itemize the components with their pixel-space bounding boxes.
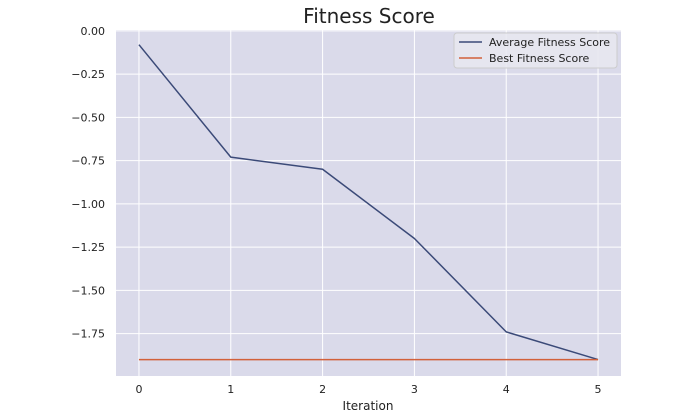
x-axis-label: Iteration bbox=[343, 399, 394, 413]
y-tick-label-2: −0.50 bbox=[71, 111, 105, 124]
y-tick-label-4: −1.00 bbox=[71, 198, 105, 211]
x-tick-label-2: 2 bbox=[319, 383, 326, 396]
y-tick-label-0: 0.00 bbox=[81, 25, 106, 38]
y-tick-label-1: −0.25 bbox=[71, 68, 105, 81]
legend: Average Fitness Score Best Fitness Score bbox=[453, 32, 618, 69]
legend-label-average-fitness-score: Average Fitness Score bbox=[489, 36, 610, 49]
y-tick-label-6: −1.50 bbox=[71, 284, 105, 297]
series-layer bbox=[138, 44, 599, 361]
x-tick-label-1: 1 bbox=[227, 383, 234, 396]
x-tick-label-0: 0 bbox=[135, 383, 142, 396]
y-tick-label-5: −1.25 bbox=[71, 241, 105, 254]
y-tick-label-3: −0.75 bbox=[71, 155, 105, 168]
legend-box bbox=[453, 32, 618, 69]
y-axis-ticks: 0.00 −0.25 −0.50 −0.75 −1.00 −1.25 −1.50 −1.75 bbox=[71, 25, 105, 341]
y-tick-label-7: −1.75 bbox=[71, 328, 105, 341]
legend-label-best-fitness-score: Best Fitness Score bbox=[489, 52, 589, 65]
x-tick-label-5: 5 bbox=[595, 383, 602, 396]
x-tick-label-4: 4 bbox=[503, 383, 510, 396]
x-axis-ticks: 0 1 2 3 4 5 bbox=[135, 383, 601, 396]
x-tick-label-3: 3 bbox=[411, 383, 418, 396]
chart-title: Fitness Score bbox=[303, 4, 435, 28]
series-line-average-fitness-score bbox=[138, 44, 599, 361]
